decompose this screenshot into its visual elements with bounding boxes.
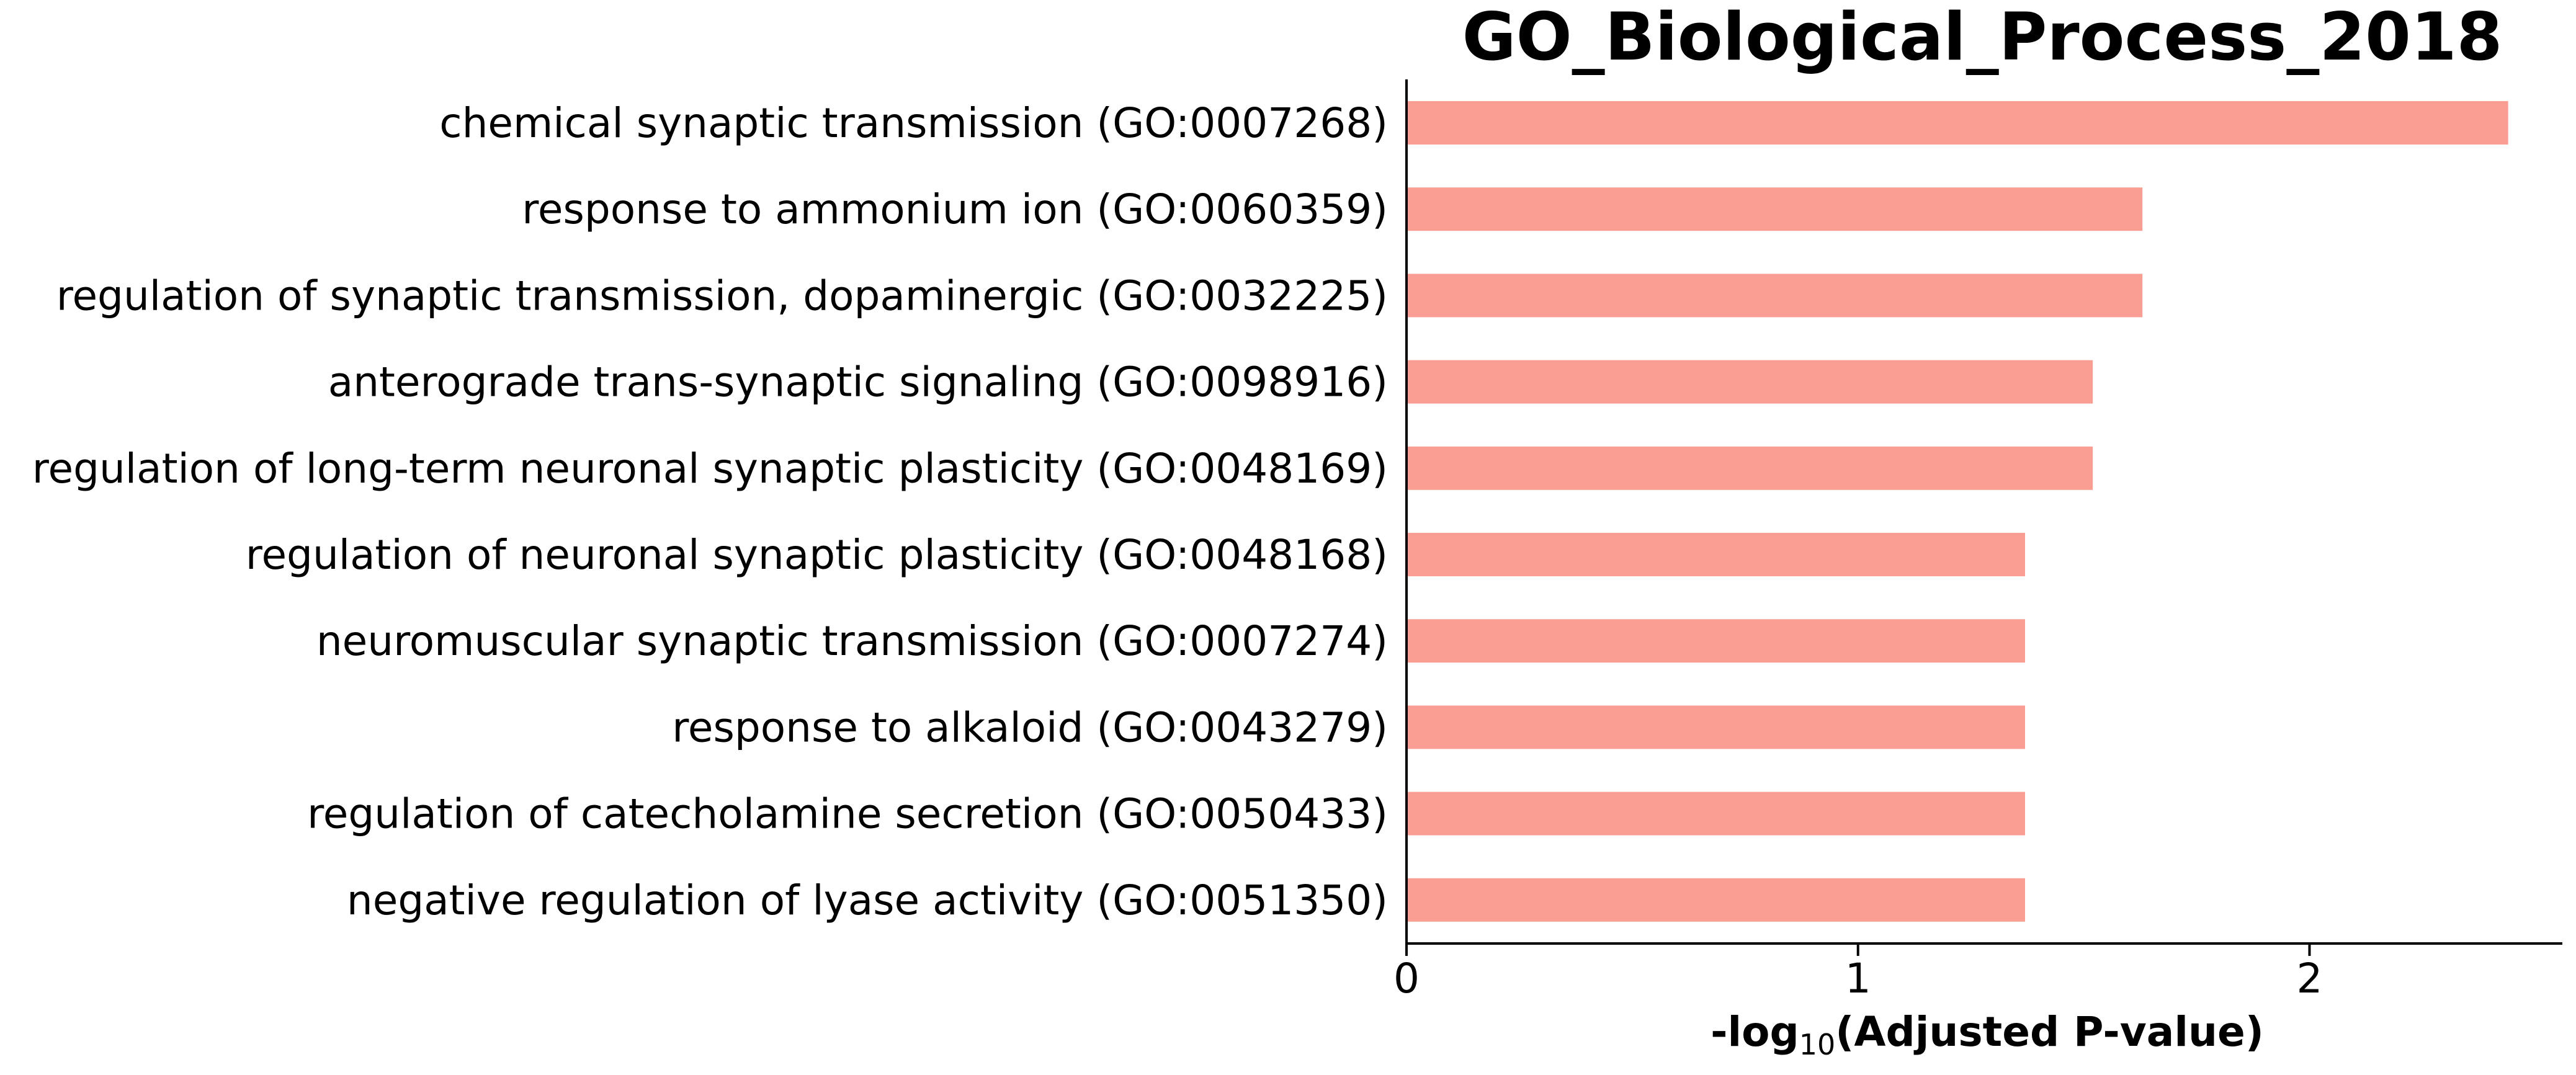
x-tick-label: 1 [1845, 955, 1871, 1002]
x-axis-label-prefix: -log [1711, 1008, 1799, 1056]
category-label: regulation of catecholamine secretion (G… [307, 790, 1388, 838]
category-labels: chemical synaptic transmission (GO:00072… [32, 99, 1388, 924]
x-axis-ticks: 0 1 2 [1393, 943, 2322, 1002]
category-label: regulation of synaptic transmission, dop… [56, 272, 1388, 319]
chart-title: GO_Biological_Process_2018 [1462, 0, 2503, 75]
x-tick-label: 0 [1393, 955, 1420, 1002]
bar-anterograde-trans-synaptic-signaling-go-0098916 [1407, 360, 2093, 404]
category-label: response to ammonium ion (GO:0060359) [522, 185, 1388, 233]
category-label: response to alkaloid (GO:0043279) [672, 703, 1388, 751]
x-axis-label: -log10(Adjusted P-value) [1711, 1008, 2264, 1061]
bar-neuromuscular-synaptic-transmission-go-0007274 [1407, 619, 2025, 663]
category-label: regulation of neuronal synaptic plastici… [246, 531, 1388, 579]
bar-regulation-of-synaptic-transmission-dopaminergic-go-0032225 [1407, 274, 2143, 318]
category-label: chemical synaptic transmission (GO:00072… [439, 99, 1388, 147]
category-label: neuromuscular synaptic transmission (GO:… [316, 617, 1388, 665]
category-label: regulation of long-term neuronal synapti… [32, 445, 1388, 493]
bar-regulation-of-catecholamine-secretion-go-0050433 [1407, 792, 2025, 836]
x-axis-label-suffix: (Adjusted P-value) [1835, 1008, 2264, 1056]
bar-response-to-alkaloid-go-0043279 [1407, 705, 2025, 749]
bar-regulation-of-neuronal-synaptic-plasticity-go-0048168 [1407, 533, 2025, 576]
x-axis-label-subscript: 10 [1799, 1028, 1836, 1061]
category-label: negative regulation of lyase activity (G… [347, 877, 1388, 924]
bar-negative-regulation-of-lyase-activity-go-0051350 [1407, 878, 2025, 922]
x-tick-label: 2 [2296, 955, 2322, 1002]
bars [1407, 101, 2508, 922]
bar-response-to-ammonium-ion-go-0060359 [1407, 187, 2143, 231]
category-label: anterograde trans-synaptic signaling (GO… [328, 359, 1388, 406]
bar-regulation-of-long-term-neuronal-synaptic-plasticity-go-0048169 [1407, 446, 2093, 490]
bar-chemical-synaptic-transmission-go-0007268 [1407, 101, 2508, 145]
